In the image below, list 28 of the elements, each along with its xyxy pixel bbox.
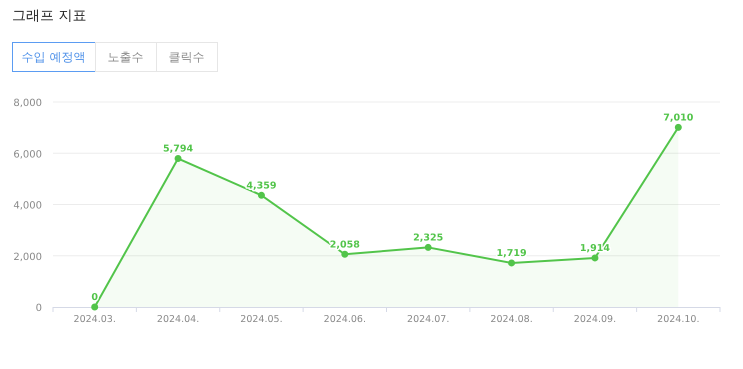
x-tick-label: 2024.03. (74, 314, 116, 325)
data-label: 1,719 (496, 248, 527, 259)
data-label: 5,794 (163, 144, 194, 155)
x-tick-label: 2024.05. (240, 314, 283, 325)
point (674, 124, 682, 131)
point (258, 192, 265, 199)
point (341, 250, 348, 258)
x-tick-label: 2024.08. (490, 314, 533, 325)
x-tick-label: 2024.10. (657, 314, 700, 325)
y-tick-label: 0 (36, 303, 42, 314)
point (91, 304, 98, 310)
x-tick-label: 2024.04. (156, 314, 200, 325)
data-label: 0 (91, 292, 98, 303)
point (424, 244, 432, 251)
y-tick-label: 4,000 (13, 200, 42, 212)
x-tick-label: 2024.09. (574, 314, 616, 325)
data-label: 7,010 (663, 112, 694, 124)
x-tick-label: 2024.07. (407, 314, 450, 325)
point (508, 259, 516, 266)
point (174, 155, 182, 162)
data-label: 4,359 (246, 180, 276, 192)
point (591, 254, 598, 262)
y-tick-label: 2,000 (13, 252, 42, 263)
y-tick-label: 8,000 (13, 98, 42, 109)
data-label: 2,325 (413, 232, 444, 244)
chart-title: 그래프 지표 (12, 8, 86, 24)
y-tick-label: 6,000 (13, 149, 42, 160)
x-tick-label: 2024.06. (324, 314, 366, 325)
